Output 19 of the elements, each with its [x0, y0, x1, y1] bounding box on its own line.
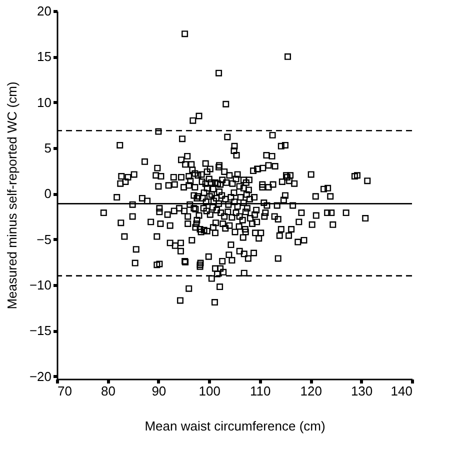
- y-tick-label: 15: [37, 49, 52, 64]
- x-tick-label: 70: [58, 384, 72, 398]
- y-tick-label: 10: [37, 94, 52, 110]
- y-tick-label: −15: [29, 323, 52, 338]
- x-axis-title: Mean waist circumference (cm): [144, 418, 326, 434]
- x-tick-label: 130: [350, 384, 373, 398]
- y-tick-label: 5: [44, 140, 52, 156]
- x-tick-label: 120: [300, 384, 322, 398]
- x-tick-label: 100: [198, 384, 220, 398]
- y-tick-label: −10: [29, 277, 52, 292]
- y-tick-label: −5: [36, 232, 52, 247]
- x-tick-label: 80: [100, 384, 116, 398]
- x-tick-label: 90: [152, 384, 166, 398]
- x-tick-label: 110: [250, 384, 271, 398]
- y-tick-label: −20: [29, 368, 52, 384]
- y-axis-title: Measured minus self-reported WC (cm): [4, 82, 20, 310]
- x-tick-label: 140: [390, 384, 412, 398]
- y-tick-label: 0: [44, 186, 52, 202]
- y-tick-label: 20: [37, 4, 52, 18]
